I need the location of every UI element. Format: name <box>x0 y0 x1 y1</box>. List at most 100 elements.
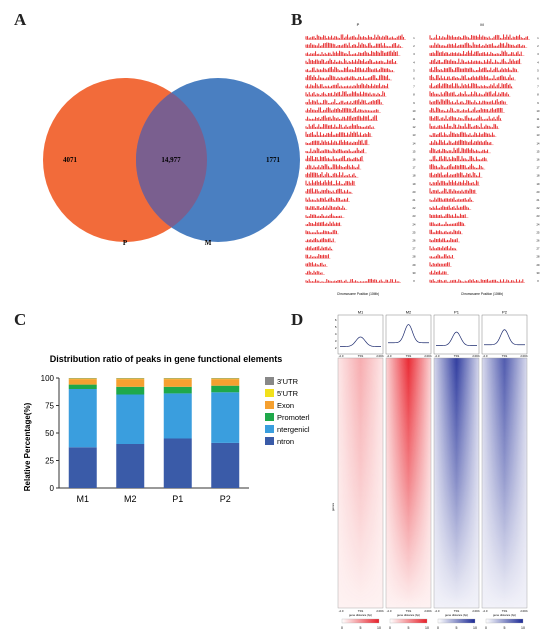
heatmap-x-tick-label: -2.0 <box>387 609 392 613</box>
bar-segment <box>68 447 97 488</box>
profile-x-tick-label: 2.0Kb <box>376 354 384 358</box>
chromosome-label: 28 <box>413 255 416 259</box>
heatmap-x-axis-label: gene distance (bp) <box>445 613 468 617</box>
heatmap-x-tick-label: TSS <box>406 609 412 613</box>
chromosome-label: 14 <box>413 141 416 145</box>
chromosome-track <box>305 237 334 242</box>
colorbar-tick-label: 0 <box>341 626 343 630</box>
chromosome-label: 17 <box>413 166 416 170</box>
chromosome-label: 4 <box>413 60 415 64</box>
chromosome-label: 1 <box>537 36 539 40</box>
chromosome-track <box>305 131 371 137</box>
chromosome-track <box>305 172 357 178</box>
chromosome-peaks <box>305 229 337 234</box>
chromosome-peaks <box>305 83 389 89</box>
chromosome-label: X <box>413 279 415 283</box>
profile-line <box>388 324 429 344</box>
heatmap-column: P1 -2.0 TSS 2.0Kb -2.0 TSS 2.0Kb gene distance … <box>433 310 480 630</box>
chromosome-label: 18 <box>413 174 416 178</box>
chromosome-track <box>305 99 382 105</box>
chromosome-peaks <box>429 99 506 105</box>
chromosome-track <box>429 58 521 64</box>
bar-segment <box>211 378 240 379</box>
chromosome-label: 22 <box>537 206 540 210</box>
profile-x-tick-label: TSS <box>406 354 412 358</box>
legend-label: Promoterl <box>277 413 310 422</box>
sample-title: P2 <box>502 310 508 315</box>
chromosome-track <box>429 163 484 170</box>
chromosome-peaks <box>429 163 484 170</box>
colorbar-tick-label: 10 <box>425 626 429 630</box>
chromosome-track <box>429 279 524 283</box>
legend-swatch <box>265 401 274 409</box>
chromosome-label: 24 <box>537 222 540 226</box>
chromosome-peaks <box>305 213 342 218</box>
chromosome-label: 9 <box>413 101 415 105</box>
panel-label-c: C <box>14 310 27 329</box>
heatmap-frame <box>433 357 480 609</box>
colorbar <box>485 618 524 624</box>
heatmap-body <box>386 358 431 608</box>
legend-swatch <box>265 377 274 385</box>
legend-label: 5'UTR <box>277 389 299 398</box>
chromosome-track <box>305 42 401 48</box>
chromosome-peaks <box>305 221 341 226</box>
heatmap-x-tick-label: 2.0Kb <box>376 609 384 613</box>
legend-label: ntron <box>277 437 294 446</box>
heatmap-x-tick-label: -2.0 <box>483 609 488 613</box>
chromosome-peaks <box>305 180 355 186</box>
chromosome-peaks <box>305 205 345 210</box>
venn-only-p-label: 4071 <box>63 156 78 164</box>
colorbar-tick-label: 0 <box>485 626 487 630</box>
chromosome-track <box>429 254 453 259</box>
chromosome-peaks <box>305 131 371 137</box>
chromosome-track <box>429 246 457 251</box>
chromosome-track <box>429 115 501 121</box>
chromosome-peaks <box>305 270 323 275</box>
chromosome-peaks <box>429 205 469 210</box>
chromosome-peaks <box>305 155 363 161</box>
chromosome-peaks <box>305 139 368 145</box>
legend-label: ntergenicl <box>277 425 310 434</box>
chromosome-peaks <box>429 270 447 275</box>
chromosome-label: 5 <box>413 68 415 72</box>
bar-segment <box>116 386 145 395</box>
chromosome-track <box>429 123 498 129</box>
chromosome-peaks <box>305 107 379 113</box>
chromosome-track <box>305 164 360 170</box>
chromosome-peaks <box>429 131 495 137</box>
chromosome-track <box>429 221 465 226</box>
venn-only-m-label: 1771 <box>266 156 281 164</box>
venn-set-m-name: M <box>205 239 212 247</box>
profile-frame <box>481 314 528 355</box>
chromosome-label: 15 <box>413 149 416 153</box>
chromosome-track <box>429 238 458 242</box>
chromosome-peaks <box>429 279 524 283</box>
chromosome-label: 19 <box>537 182 540 186</box>
chromosome-track <box>305 155 363 161</box>
chromosome-peaks <box>429 262 450 267</box>
bar-segment <box>211 442 240 488</box>
chromosome-track <box>305 115 377 121</box>
legend-swatch <box>265 413 274 421</box>
y-axis-label: Relative Percentage(%) <box>23 402 32 491</box>
chromosome-peaks <box>305 91 385 97</box>
heatmap-x-tick-label: TSS <box>358 609 364 613</box>
bar-segment <box>68 378 97 380</box>
x-tick-label: P1 <box>172 494 183 504</box>
chromosome-label: 26 <box>537 239 540 243</box>
chromosome-label: 1 <box>413 36 415 40</box>
bar-segment <box>163 379 192 387</box>
colorbar-tick-label: 0 <box>389 626 391 630</box>
chromosome-label: 19 <box>413 182 416 186</box>
profile-y-tick-label: 3 <box>335 339 337 343</box>
chromosome-label: 7 <box>537 85 539 89</box>
chromosome-track <box>429 172 481 178</box>
colorbar <box>341 618 380 624</box>
heatmap-x-axis-label: gene distance (bp) <box>493 613 516 617</box>
x-tick-label: P2 <box>220 494 231 504</box>
chromosome-peaks <box>429 213 466 218</box>
chromosome-track <box>429 213 466 218</box>
chromosome-peaks <box>429 74 514 80</box>
